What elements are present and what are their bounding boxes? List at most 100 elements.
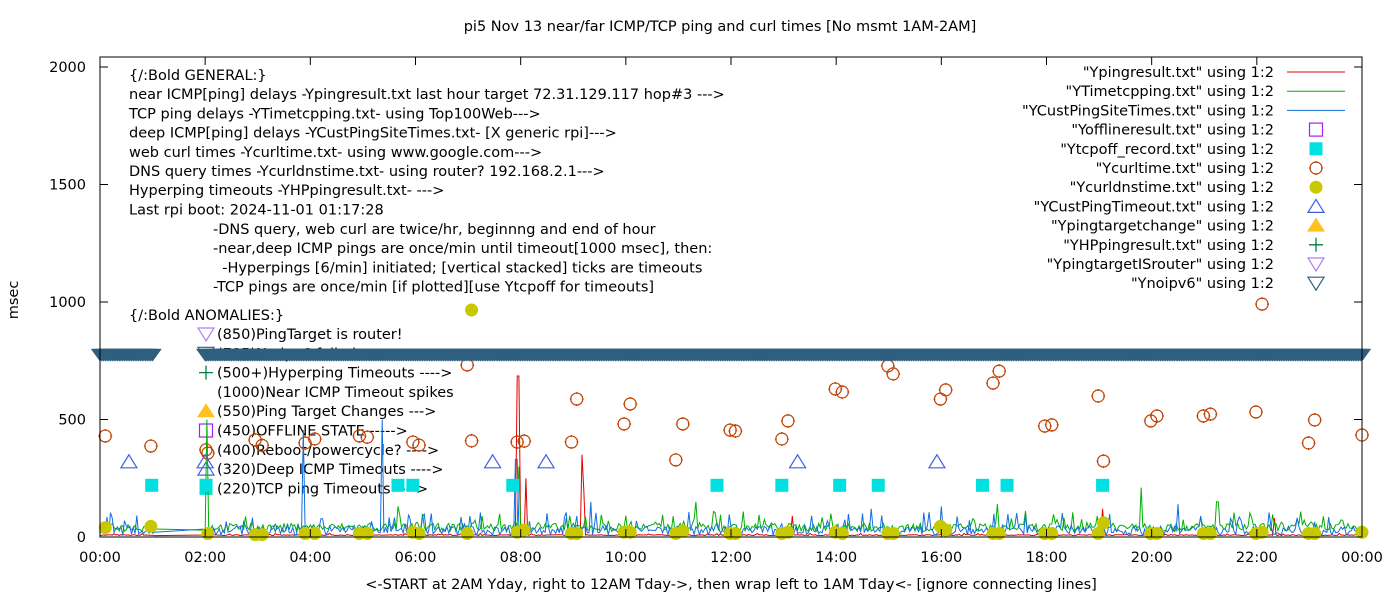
circle-tick-marks: [298, 436, 313, 450]
circle-tick-marks: [569, 392, 584, 407]
filled-square-marker: [1000, 478, 1014, 492]
open-circle-marker: [992, 364, 1006, 378]
curl-point: [412, 438, 427, 453]
dns-point: [412, 526, 426, 540]
filled-circle-marker: [201, 526, 215, 540]
circle-tick-marks: [1044, 417, 1059, 432]
open-circle-marker: [623, 397, 637, 411]
legend-label: "YTimetcpping.txt" using 1:2: [1066, 84, 1274, 100]
filled-circle-marker: [1096, 516, 1110, 530]
legend-curl-icon: [1309, 161, 1323, 175]
open-circle-marker: [617, 417, 631, 431]
annotation-anomaly-line: (850)PingTarget is router!: [217, 327, 403, 343]
filled-circle-marker: [1203, 526, 1217, 540]
curl-point: [886, 366, 901, 381]
circle-tick-marks: [780, 413, 795, 428]
circle-tick-marks: [617, 416, 632, 431]
curl-point: [835, 385, 850, 400]
circle-tick-marks: [623, 396, 638, 411]
filled-circle-marker: [939, 523, 953, 537]
annotation-general-line: web curl times -Ycurltime.txt- using www…: [129, 145, 542, 161]
dns-point: [360, 526, 374, 540]
y-tick-label: 500: [58, 413, 86, 429]
x-tick-label: 10:00: [605, 550, 647, 566]
filled-square-marker: [199, 478, 213, 492]
circle-tick-marks: [1301, 436, 1316, 450]
x-tick-label: 22:00: [1236, 550, 1278, 566]
curl-point: [938, 382, 953, 397]
legend-label: "Ycurldnstime.txt" using 1:2: [1070, 180, 1274, 196]
legend-hyperping-icon: [1309, 237, 1323, 252]
circle-tick-marks: [723, 423, 738, 438]
dns-point: [1096, 516, 1110, 530]
filled-circle-marker: [465, 303, 479, 317]
tcpoff-point: [1000, 478, 1014, 492]
filled-circle-marker: [835, 526, 849, 540]
open-circle-marker: [144, 439, 158, 453]
filled-circle-marker: [886, 526, 900, 540]
circle-tick-marks: [510, 435, 525, 450]
annotation-general-line: near ICMP[ping] delays -Ypingresult.txt …: [129, 87, 725, 103]
annotations: {/:Bold GENERAL:} near ICMP[ping] delays …: [128, 68, 725, 497]
curl-point: [774, 432, 789, 447]
circle-tick-marks: [1309, 161, 1323, 175]
circle-tick-marks: [1255, 297, 1270, 312]
open-circle-marker: [933, 392, 948, 406]
circle-tick-marks: [360, 430, 375, 445]
curl-point: [623, 396, 638, 411]
open-circle-marker: [1096, 454, 1111, 468]
curl-point: [143, 439, 158, 454]
circle-tick-marks: [464, 433, 479, 448]
curl-point: [1307, 412, 1322, 427]
annotation-anomaly-line: (450)OFFLINE STATE ----->: [217, 424, 408, 440]
circle-tick-marks: [886, 366, 901, 381]
curl-point: [360, 430, 375, 445]
tcpoff-point: [710, 478, 724, 492]
curl-point: [510, 435, 525, 450]
circle-tick-marks: [1149, 408, 1164, 423]
dns-point: [98, 521, 112, 535]
open-circle-marker: [1196, 409, 1210, 423]
dns-point: [1255, 525, 1269, 539]
open-triangle-marker: [927, 453, 947, 469]
circle-tick-marks: [774, 432, 789, 447]
tcpoff-point: [976, 478, 990, 492]
legend-dns-icon: [1309, 180, 1323, 194]
circle-tick-marks: [405, 435, 420, 450]
filled-circle-marker: [1045, 526, 1059, 540]
custtimeout-point: [927, 453, 947, 469]
open-square-marker: [198, 423, 214, 438]
custtimeout-point: [788, 453, 807, 469]
filled-circle-marker: [570, 526, 584, 540]
anomaly-offline-icon: [198, 423, 214, 438]
annotation-general-line: deep ICMP[ping] delays -YCustPingSiteTim…: [129, 126, 617, 142]
legend-noipv6-icon: [1306, 276, 1326, 292]
tcpoff-point: [145, 478, 159, 492]
open-triangle-marker: [119, 453, 138, 469]
dns-point: [623, 525, 637, 539]
open-triangle-marker: [483, 453, 502, 469]
circle-tick-marks: [1037, 419, 1052, 434]
open-square-marker: [1308, 122, 1324, 137]
x-tick-label: 14:00: [815, 550, 857, 566]
circle-tick-marks: [986, 376, 1001, 391]
x-tick-label: 00:00: [79, 550, 121, 566]
anomaly-isrouter-icon: [196, 327, 216, 343]
axes: 0 500 1000 1500 2000 00:00 02:00 04:00 06:00 08:0…: [49, 56, 1383, 566]
circle-tick-marks: [675, 416, 690, 431]
filled-square-marker: [506, 478, 520, 492]
filled-circle-marker: [360, 526, 374, 540]
plus-marker: [199, 365, 213, 380]
open-triangle-marker: [537, 453, 556, 469]
annotation-general-line: TCP ping delays -YTimetcpping.txt- using…: [128, 106, 541, 122]
x-tick-label: 18:00: [1026, 550, 1068, 566]
annotation-note-line: -TCP pings are once/min [if plotted][use…: [213, 280, 654, 296]
tcpoff-point: [406, 478, 420, 492]
annotation-note-line: -Hyperpings [6/min] initiated; [vertical…: [213, 260, 702, 276]
annotation-anomaly-line: (220)TCP ping Timeouts ---->: [217, 481, 428, 497]
annotation-anomaly-line: (400)Reboot/powercycle? ---->: [217, 443, 439, 459]
custtimeout-point: [119, 453, 138, 469]
legend-offline-icon: [1308, 122, 1324, 137]
dns-point: [1308, 526, 1322, 540]
